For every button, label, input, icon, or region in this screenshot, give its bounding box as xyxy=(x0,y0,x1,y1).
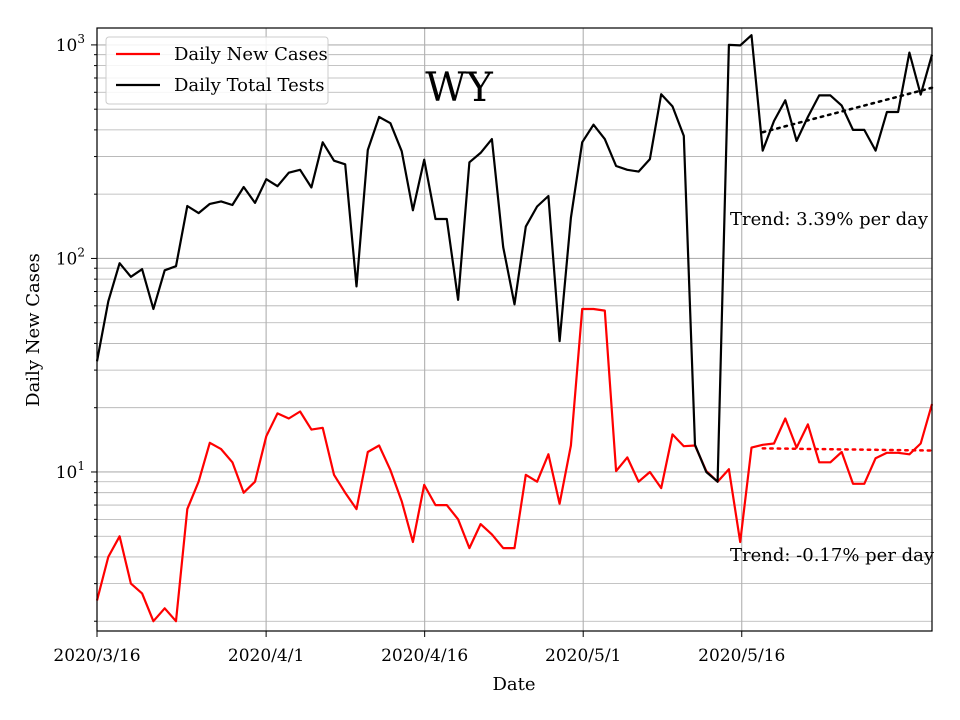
trend-annotation-cases: Trend: -0.17% per day xyxy=(730,545,935,566)
trend-lines xyxy=(761,86,934,452)
x-axis-label: Date xyxy=(492,674,535,695)
legend-box xyxy=(105,36,329,105)
plot-frame xyxy=(96,27,933,632)
x-tick-label: 2020/5/1 xyxy=(545,646,621,666)
ticks: 101 102 103 2020/3/16 2020/4/1 2020/4/16 2020/… xyxy=(53,32,785,666)
y-tick-label: 101 xyxy=(56,459,85,483)
legend-label-tests: Daily Total Tests xyxy=(174,75,324,96)
y-tick-label: 102 xyxy=(56,245,85,269)
legend: Daily New Cases Daily Total Tests xyxy=(105,36,329,105)
series-line-daily-new-cases xyxy=(95,307,934,623)
trend-line-tests xyxy=(761,86,934,134)
series-line-daily-total-tests xyxy=(95,34,934,483)
y-tick-label: 103 xyxy=(56,32,85,56)
series-lines xyxy=(95,34,934,623)
x-tick-label: 2020/4/1 xyxy=(228,646,304,666)
x-tick-label: 2020/4/16 xyxy=(381,646,468,666)
trend-line-cases xyxy=(761,447,934,452)
x-tick-label: 2020/3/16 xyxy=(53,646,140,666)
chart-title: WY xyxy=(425,65,493,111)
y-axis-label: Daily New Cases xyxy=(23,253,44,407)
trend-annotation-tests: Trend: 3.39% per day xyxy=(730,209,929,230)
legend-label-cases: Daily New Cases xyxy=(174,44,328,65)
x-tick-label: 2020/5/16 xyxy=(698,646,785,666)
